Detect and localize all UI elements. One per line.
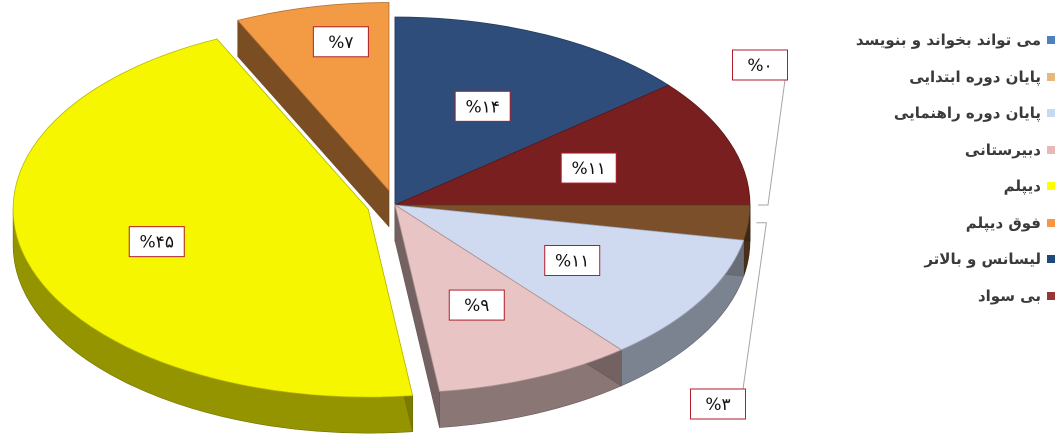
legend-label: دبیرستانی [964,140,1041,159]
legend-swatch [1047,109,1055,118]
legend-item: دیپلم [800,168,1055,205]
data-label-text: %۱۱ [555,252,589,272]
pie-slice [394,204,623,428]
data-label: %۰ [732,49,788,81]
legend-item: پایان دوره راهنمایی [800,95,1055,132]
legend-swatch [1047,145,1055,154]
legend-swatch [1047,218,1055,227]
legend-item: فوق دیپلم [800,205,1055,242]
legend-item: بی سواد [800,278,1055,315]
legend-swatch [1047,36,1055,45]
legend-label: می تواند بخواند و بنویسد [855,31,1041,50]
legend-item: پایان دوره ابتدایی [800,59,1055,96]
data-labels: %۱۴ %۱۱ %۰ %۳ %۱۱ %۹ %۴۵ %۷ [128,26,788,420]
leader-line [758,79,786,206]
data-label-text: %۱۴ [465,97,499,117]
chart-legend: می تواند بخواند و بنویسد پایان دوره ابتدا… [800,22,1055,314]
data-label: %۹ [448,289,505,321]
legend-item: دبیرستانی [800,132,1055,169]
data-label: %۱۱ [560,152,617,184]
data-label: %۷ [312,26,369,58]
pie-slices [12,2,751,434]
data-label-text: %۳ [705,395,730,415]
legend-label: پایان دوره ابتدایی [909,67,1041,86]
data-label-text: %۷ [328,33,353,53]
pie-slice [12,38,414,434]
legend-label: پایان دوره راهنمایی [893,104,1041,123]
data-label: %۱۱ [544,245,601,277]
legend-swatch [1047,182,1055,191]
legend-item: می تواند بخواند و بنویسد [800,22,1055,59]
data-label-text: %۴۵ [140,233,174,253]
legend-swatch [1047,291,1055,300]
data-label: %۱۴ [454,90,511,122]
legend-label: دیپلم [1003,177,1041,196]
legend-label: بی سواد [977,286,1041,305]
legend-label: فوق دیپلم [965,213,1041,232]
legend-item: لیسانس و بالاتر [800,241,1055,278]
leader-lines [742,79,786,390]
legend-swatch [1047,255,1055,264]
data-label-text: %۰ [747,56,772,76]
data-label: %۴۵ [128,226,185,258]
data-label-text: %۱۱ [572,159,606,179]
data-label: %۳ [690,388,746,420]
leader-line [742,222,767,390]
data-label-text: %۹ [464,296,489,316]
legend-label: لیسانس و بالاتر [924,250,1041,269]
legend-swatch [1047,72,1055,81]
